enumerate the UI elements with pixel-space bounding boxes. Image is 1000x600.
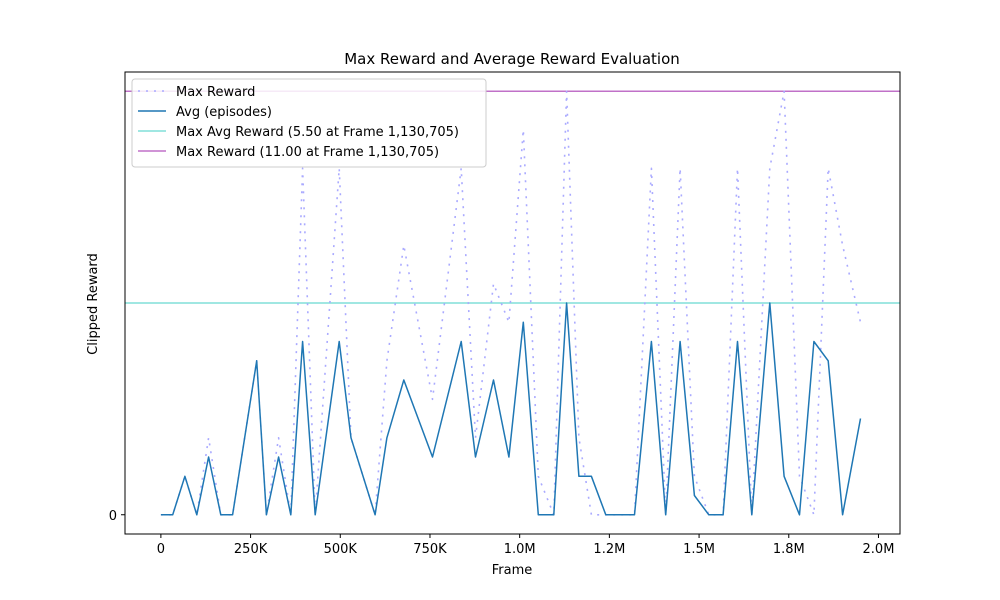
legend-label-4: Max Reward (11.00 at Frame 1,130,705) <box>176 145 439 160</box>
x-tick-label: 2.0M <box>863 542 895 557</box>
x-tick-label: 250K <box>234 542 268 557</box>
x-tick-label: 1.8M <box>773 542 805 557</box>
legend-box <box>131 78 487 168</box>
x-tick-label: 750K <box>413 542 447 557</box>
x-tick-label: 500K <box>324 542 358 557</box>
legend: Max Reward Avg (episodes) Max Avg Reward (… <box>131 78 487 168</box>
legend-label-3: Max Avg Reward (5.50 at Frame 1,130,705) <box>176 125 459 140</box>
axes: 0 250K 500K 750K 1.0M 1.2M 1.5M 1.8M 2.0M 0 <box>109 71 901 557</box>
chart-title: Max Reward and Average Reward Evaluation <box>344 50 680 68</box>
x-tick-label: 1.2M <box>593 542 625 557</box>
x-axis-label: Frame <box>492 563 533 578</box>
series-line-max-reward <box>160 90 862 516</box>
series-line-avg-episodes <box>160 302 862 516</box>
y-tick-label: 0 <box>109 509 117 524</box>
x-tick-label: 0 <box>157 542 165 557</box>
x-tick-label: 1.5M <box>683 542 715 557</box>
legend-label-1: Max Reward <box>176 85 255 100</box>
legend-label-2: Avg (episodes) <box>176 105 272 120</box>
y-axis-label: Clipped Reward <box>86 253 101 355</box>
x-tick-label: 1.0M <box>504 542 536 557</box>
plot-frame <box>124 71 901 535</box>
